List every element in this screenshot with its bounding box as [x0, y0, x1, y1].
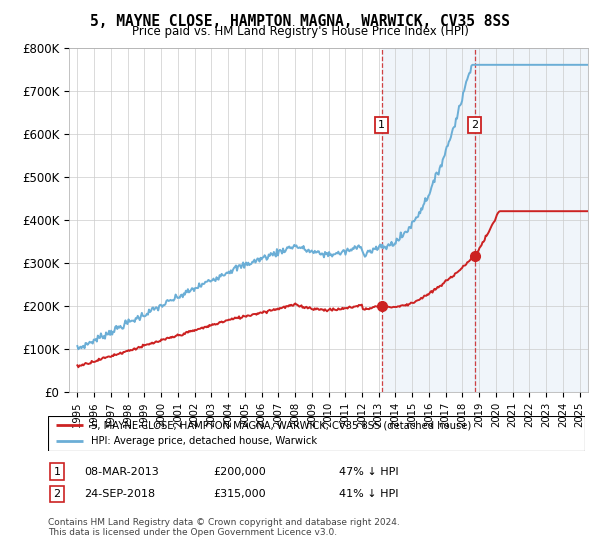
Text: HPI: Average price, detached house, Warwick: HPI: Average price, detached house, Warw…: [91, 436, 317, 446]
Text: 08-MAR-2013: 08-MAR-2013: [84, 466, 159, 477]
Text: 2: 2: [53, 489, 61, 499]
Text: 1: 1: [378, 120, 385, 130]
Text: 24-SEP-2018: 24-SEP-2018: [84, 489, 155, 499]
Text: 2: 2: [471, 120, 478, 130]
Text: £315,000: £315,000: [213, 489, 266, 499]
Text: Price paid vs. HM Land Registry's House Price Index (HPI): Price paid vs. HM Land Registry's House …: [131, 25, 469, 38]
Text: £200,000: £200,000: [213, 466, 266, 477]
Text: 5, MAYNE CLOSE, HAMPTON MAGNA, WARWICK, CV35 8SS (detached house): 5, MAYNE CLOSE, HAMPTON MAGNA, WARWICK, …: [91, 421, 471, 431]
Text: 1: 1: [53, 466, 61, 477]
Text: Contains HM Land Registry data © Crown copyright and database right 2024.
This d: Contains HM Land Registry data © Crown c…: [48, 518, 400, 538]
Text: 5, MAYNE CLOSE, HAMPTON MAGNA, WARWICK, CV35 8SS: 5, MAYNE CLOSE, HAMPTON MAGNA, WARWICK, …: [90, 14, 510, 29]
Text: 47% ↓ HPI: 47% ↓ HPI: [339, 466, 398, 477]
Text: 41% ↓ HPI: 41% ↓ HPI: [339, 489, 398, 499]
Bar: [475, 48, 588, 392]
Bar: [382, 48, 475, 392]
